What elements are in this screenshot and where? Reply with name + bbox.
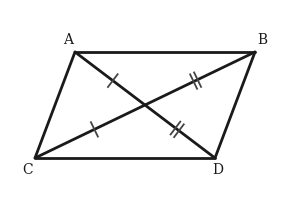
Text: C: C xyxy=(23,163,33,177)
Text: B: B xyxy=(257,33,267,47)
Text: D: D xyxy=(212,163,224,177)
Text: A: A xyxy=(63,33,73,47)
